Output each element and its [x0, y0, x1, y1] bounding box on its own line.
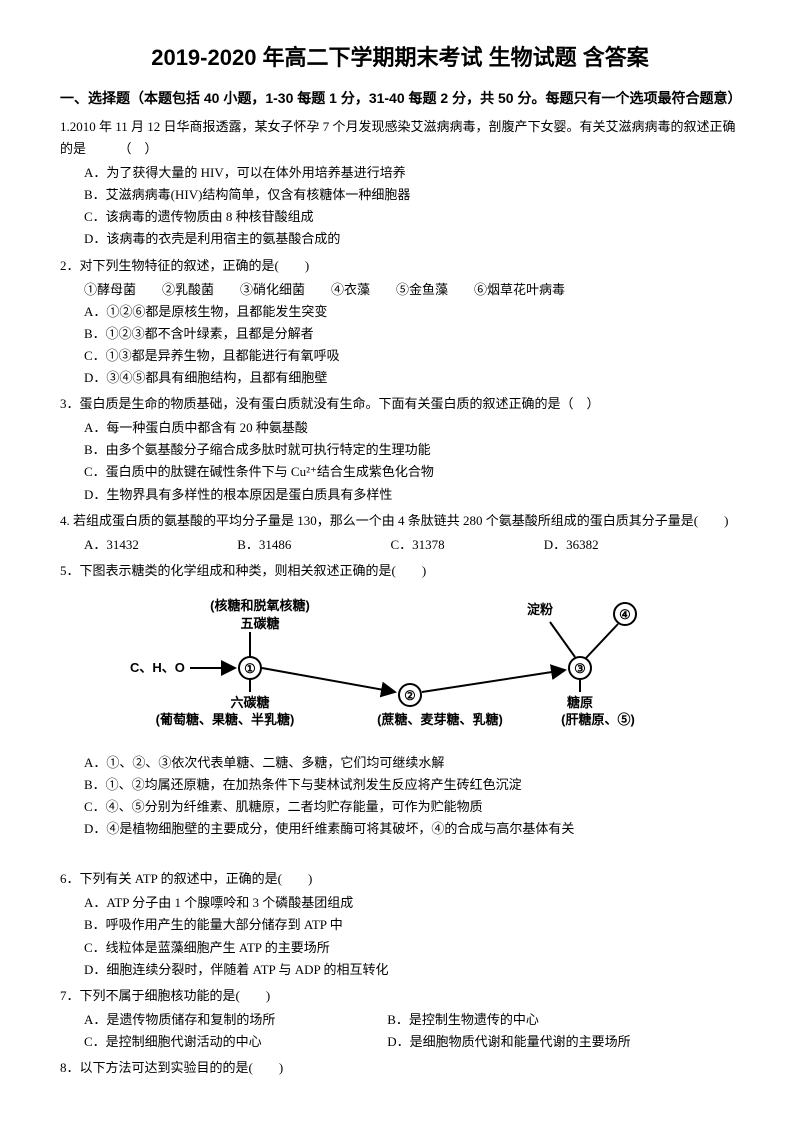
question-5: 5．下图表示糖类的化学组成和种类，则相关叙述正确的是( ) [60, 560, 740, 582]
q5-option-a: A．①、②、③依次代表单糖、二糖、多糖，它们均可继续水解 [60, 752, 740, 774]
question-7: 7．下列不属于细胞核功能的是( ) A．是遗传物质储存和复制的场所 B．是控制生… [60, 985, 740, 1053]
diagram-top-label: (核糖和脱氧核糖) [210, 598, 310, 613]
section-header: 一、选择题（本题包括 40 小题，1-30 每题 1 分，31-40 每题 2 … [60, 88, 740, 108]
q6-option-b: B．呼吸作用产生的能量大部分储存到 ATP 中 [60, 914, 740, 936]
q3-option-a: A．每一种蛋白质中都含有 20 种氨基酸 [60, 417, 740, 439]
exam-page: 2019-2020 年高二下学期期末考试 生物试题 含答案 一、选择题（本题包括… [0, 0, 800, 1123]
diagram-n4: ④ [619, 607, 631, 622]
diagram-starch: 淀粉 [527, 602, 553, 617]
q2-option-b: B．①②③都不含叶绿素，且都是分解者 [60, 323, 740, 345]
page-title: 2019-2020 年高二下学期期末考试 生物试题 含答案 [60, 40, 740, 72]
diagram-six-sugar: 六碳糖 [230, 695, 269, 710]
q3-option-b: B．由多个氨基酸分子缩合成多肽时就可执行特定的生理功能 [60, 439, 740, 461]
q6-option-d: D．细胞连续分裂时，伴随着 ATP 与 ADP 的相互转化 [60, 959, 740, 981]
diagram-n2: ② [404, 688, 416, 703]
q6-option-a: A．ATP 分子由 1 个腺嘌呤和 3 个磷酸基团组成 [60, 892, 740, 914]
q2-option-a: A．①②⑥都是原核生物，且都能发生突变 [60, 301, 740, 323]
q4-option-d: D．36382 [544, 534, 694, 556]
q5-option-b: B．①、②均属还原糖，在加热条件下与斐林试剂发生反应将产生砖红色沉淀 [60, 774, 740, 796]
q2-text: 2．对下列生物特征的叙述，正确的是( ) [60, 255, 740, 277]
q3-text: 3．蛋白质是生命的物质基础，没有蛋白质就没有生命。下面有关蛋白质的叙述正确的是（… [60, 393, 740, 415]
diagram-bottom3: (肝糖原、⑤) [561, 712, 635, 727]
diagram-glycogen: 糖原 [567, 695, 593, 710]
diagram-n3: ③ [574, 661, 586, 676]
q7-text: 7．下列不属于细胞核功能的是( ) [60, 985, 740, 1007]
q4-option-b: B．31486 [237, 534, 387, 556]
q6-option-c: C．线粒体是蓝藻细胞产生 ATP 的主要场所 [60, 937, 740, 959]
q7-option-c: C．是控制细胞代谢活动的中心 [84, 1031, 384, 1053]
diagram-bottom2: (蔗糖、麦芽糖、乳糖) [377, 712, 503, 727]
question-5-options: A．①、②、③依次代表单糖、二糖、多糖，它们均可继续水解 B．①、②均属还原糖，… [60, 752, 740, 840]
q5-option-c: C．④、⑤分别为纤维素、肌糖原，二者均贮存能量，可作为贮能物质 [60, 796, 740, 818]
q4-text: 4. 若组成蛋白质的氨基酸的平均分子量是 130，那么一个由 4 条肽链共 28… [60, 510, 740, 532]
q4-option-c: C．31378 [391, 534, 541, 556]
question-2: 2．对下列生物特征的叙述，正确的是( ) ①酵母菌 ②乳酸菌 ③硝化细菌 ④衣藻… [60, 255, 740, 390]
diagram-bottom1: (葡萄糖、果糖、半乳糖) [156, 712, 295, 727]
q6-text: 6．下列有关 ATP 的叙述中，正确的是( ) [60, 868, 740, 890]
diagram-n1: ① [244, 661, 256, 676]
q4-option-a: A．31432 [84, 534, 234, 556]
q5-option-d: D．④是植物细胞壁的主要成分，使用纤维素酶可将其破坏，④的合成与高尔基体有关 [60, 818, 740, 840]
q1-option-c: C．该病毒的遗传物质由 8 种核苷酸组成 [60, 206, 740, 228]
q7-option-b: B．是控制生物遗传的中心 [387, 1009, 687, 1031]
q1-text: 1.2010 年 11 月 12 日华商报透露，某女子怀孕 7 个月发现感染艾滋… [60, 116, 740, 160]
q1-option-a: A．为了获得大量的 HIV，可以在体外用培养基进行培养 [60, 162, 740, 184]
q1-option-b: B．艾滋病病毒(HIV)结构简单，仅含有核糖体一种细胞器 [60, 184, 740, 206]
question-1: 1.2010 年 11 月 12 日华商报透露，某女子怀孕 7 个月发现感染艾滋… [60, 116, 740, 251]
q3-option-c: C．蛋白质中的肽键在碱性条件下与 Cu²⁺结合生成紫色化合物 [60, 461, 740, 483]
q8-text: 8．以下方法可达到实验目的的是( ) [60, 1057, 740, 1079]
question-8: 8．以下方法可达到实验目的的是( ) [60, 1057, 740, 1079]
diagram-cho: C、H、O [130, 660, 185, 675]
q2-items: ①酵母菌 ②乳酸菌 ③硝化细菌 ④衣藻 ⑤金鱼藻 ⑥烟草花叶病毒 [60, 279, 740, 301]
diagram-five-sugar: 五碳糖 [240, 616, 279, 631]
q1-option-d: D．该病毒的衣壳是利用宿主的氨基酸合成的 [60, 228, 740, 250]
question-4: 4. 若组成蛋白质的氨基酸的平均分子量是 130，那么一个由 4 条肽链共 28… [60, 510, 740, 556]
question-3: 3．蛋白质是生命的物质基础，没有蛋白质就没有生命。下面有关蛋白质的叙述正确的是（… [60, 393, 740, 505]
q2-option-c: C．①③都是异养生物，且都能进行有氧呼吸 [60, 345, 740, 367]
q7-option-a: A．是遗传物质储存和复制的场所 [84, 1009, 384, 1031]
q5-text: 5．下图表示糖类的化学组成和种类，则相关叙述正确的是( ) [60, 560, 740, 582]
q7-option-d: D．是细胞物质代谢和能量代谢的主要场所 [387, 1031, 687, 1053]
q2-option-d: D．③④⑤都具有细胞结构，且都有细胞壁 [60, 367, 740, 389]
sugar-diagram: (核糖和脱氧核糖) 五碳糖 C、H、O ① 六碳糖 (葡萄糖、果糖、半乳糖) ②… [120, 592, 680, 742]
question-6: 6．下列有关 ATP 的叙述中，正确的是( ) A．ATP 分子由 1 个腺嘌呤… [60, 868, 740, 980]
q3-option-d: D．生物界具有多样性的根本原因是蛋白质具有多样性 [60, 484, 740, 506]
